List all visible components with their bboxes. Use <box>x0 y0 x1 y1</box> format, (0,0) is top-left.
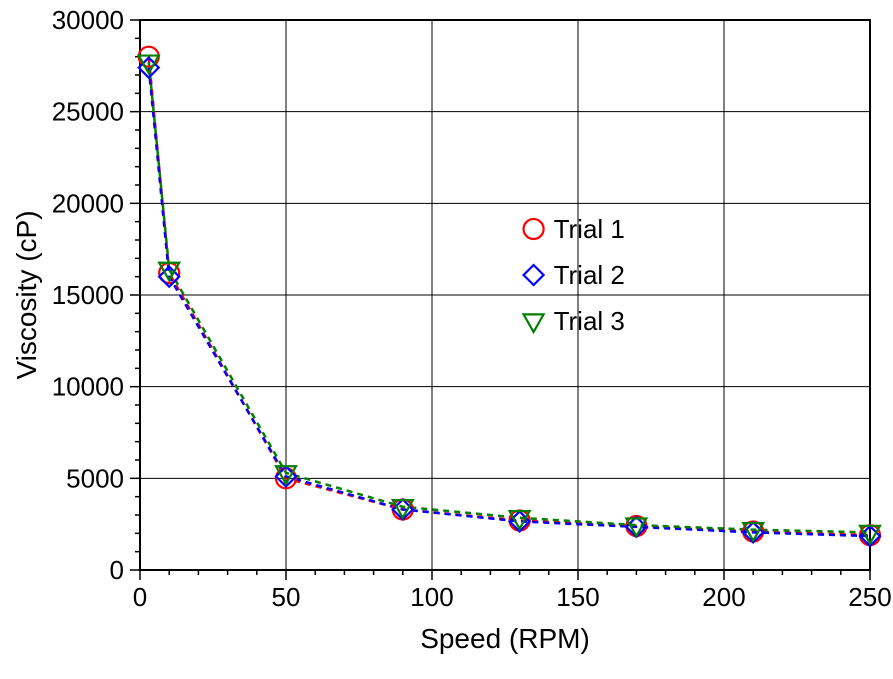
viscosity-chart: 0 50 100 150 200 250 0 5000 10000 15000 20000 25000… <box>0 0 893 679</box>
y-axis-label: Viscosity (cP) <box>11 210 42 379</box>
y-tick-label: 25000 <box>52 97 124 127</box>
x-tick-label: 150 <box>556 582 599 612</box>
legend-label: Trial 1 <box>554 214 625 244</box>
legend-label: Trial 3 <box>554 306 625 336</box>
y-tick-label: 20000 <box>52 188 124 218</box>
y-tick-label: 0 <box>110 555 124 585</box>
x-tick-label: 0 <box>133 582 147 612</box>
x-tick-label: 250 <box>848 582 891 612</box>
chart-bg <box>0 0 893 679</box>
chart-container: 0 50 100 150 200 250 0 5000 10000 15000 20000 25000… <box>0 0 893 679</box>
x-tick-label: 50 <box>272 582 301 612</box>
y-tick-label: 15000 <box>52 280 124 310</box>
y-tick-label: 30000 <box>52 5 124 35</box>
y-tick-label: 10000 <box>52 372 124 402</box>
x-tick-label: 200 <box>702 582 745 612</box>
x-tick-label: 100 <box>410 582 453 612</box>
x-axis-label: Speed (RPM) <box>420 623 590 654</box>
y-tick-label: 5000 <box>66 463 124 493</box>
legend-label: Trial 2 <box>554 260 625 290</box>
